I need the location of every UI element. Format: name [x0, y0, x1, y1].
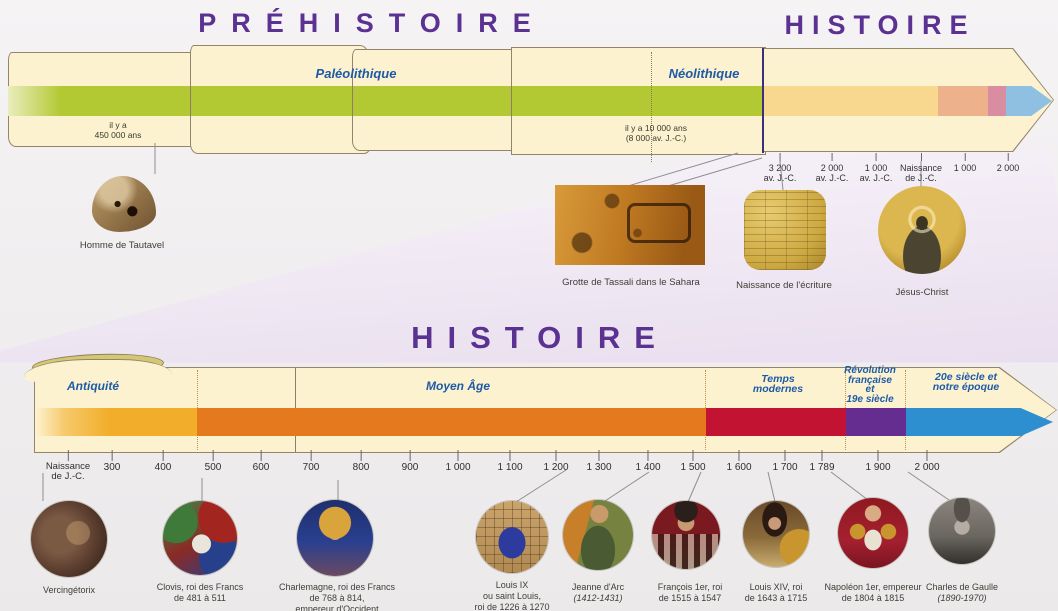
band-antiquite	[36, 408, 197, 436]
mtick-700: 700	[303, 450, 319, 473]
mtick-600: 600	[253, 450, 269, 473]
tick-mark	[920, 153, 922, 161]
mtick-1000: 1 000	[445, 450, 471, 473]
caption-charlemagne: Charlemagne, roi des Francs de 768 à 814,…	[278, 582, 396, 611]
tautavel-caption: Homme de Tautavel	[79, 240, 165, 251]
prehistoire-green-band	[8, 86, 763, 116]
mtick-1300: 1 300	[586, 450, 612, 473]
portrait-louis-ix	[476, 501, 548, 573]
caption-francois-1er: François 1er, roi de 1515 à 1547	[657, 582, 723, 603]
mini-band-antiquite	[763, 86, 938, 116]
mtick-800: 800	[353, 450, 369, 473]
histoire-boundary-line	[762, 48, 764, 153]
tick-mark	[964, 153, 966, 161]
tick-mark	[875, 153, 877, 161]
caption-jeanne-d-arc: Jeanne d'Arc (1412-1431)	[571, 582, 625, 603]
mtick-300: 300	[104, 450, 120, 473]
caption-napoleon: Napoléon 1er, empereur de 1804 à 1815	[824, 582, 922, 603]
prehistoire-title: PRÉHISTOIRE	[198, 8, 546, 38]
mtick-1700: 1 700	[772, 450, 798, 473]
ecriture-caption: Naissance de l'écriture	[736, 280, 832, 291]
mtick-1600: 1 600	[726, 450, 752, 473]
temps-modernes-label: Temps modernes	[752, 373, 804, 395]
cuneiform-tablet-image	[744, 190, 826, 270]
mtick-naissance: Naissance de J.-C.	[46, 450, 90, 482]
cave-painting-frame-mark	[627, 203, 691, 243]
portrait-louis-xiv	[743, 501, 809, 567]
caption-vercingetorix: Vercingétorix	[42, 585, 96, 595]
mtick-900: 900	[402, 450, 418, 473]
neolithique-label: Néolithique	[668, 66, 740, 81]
mtick-1100: 1 100	[497, 450, 523, 473]
tick-1000-av-jc: 1 000 av. J.-C.	[860, 153, 892, 183]
mini-band-temps-modernes	[988, 86, 1006, 116]
caption-louis-ix: Louis IX ou saint Louis, roi de 1226 à 127…	[474, 580, 550, 611]
mtick-1500: 1 500	[680, 450, 706, 473]
jesus-caption: Jésus-Christ	[895, 287, 949, 298]
tick-mark	[831, 153, 833, 161]
portrait-jeanne-d-arc	[563, 500, 633, 570]
histoire-main-title: HISTOIRE	[411, 320, 669, 355]
marker-450000-ans: il y a 450 000 ans	[94, 120, 142, 140]
tick-1000-ap-jc: 1 000	[954, 153, 976, 173]
caption-de-gaulle: Charles de Gaulle (1890-1970)	[925, 582, 999, 603]
tick-3200-av-jc: 3 200 av. J.-C.	[764, 153, 796, 183]
portrait-clovis	[163, 501, 237, 575]
jesus-christ-mosaic-image	[878, 186, 966, 274]
portrait-vercingetorix	[31, 501, 107, 577]
moyen-age-label: Moyen Âge	[425, 379, 491, 393]
portrait-charlemagne	[297, 500, 373, 576]
caption-louis-xiv: Louis XIV, roi de 1643 à 1715	[744, 582, 808, 603]
mtick-500: 500	[205, 450, 221, 473]
mtick-1900: 1 900	[865, 450, 891, 473]
revolution-19e-label: Révolution française et 19e siècle	[844, 365, 896, 405]
band-20e-siecle-arrow	[906, 408, 1053, 436]
panel-edge	[511, 86, 512, 116]
mtick-400: 400	[155, 450, 171, 473]
band-moyen-age	[197, 408, 706, 436]
panel-edge	[352, 86, 353, 116]
tautavel-skull-image	[92, 176, 156, 232]
scroll-curl	[24, 359, 172, 382]
grotte-caption: Grotte de Tassali dans le Sahara	[562, 277, 700, 288]
portrait-napoleon	[838, 498, 908, 568]
neolithic-start-dashed-line	[651, 52, 652, 162]
caption-clovis: Clovis, roi des Francs de 481 à 511	[156, 582, 244, 603]
20e-siecle-label: 20e siècle et notre époque	[932, 371, 1000, 393]
tick-2000-ap-jc: 2 000	[997, 153, 1019, 173]
tick-mark	[1007, 153, 1009, 161]
mtick-1789: 1 789	[809, 450, 835, 473]
band-temps-modernes	[706, 408, 846, 436]
tick-naissance-jc: Naissance de J.-C.	[900, 153, 942, 183]
tick-mark	[67, 450, 69, 461]
paleolithique-label: Paléolithique	[315, 66, 397, 81]
mini-band-moyen-age	[938, 86, 988, 116]
mtick-2000: 2 000	[914, 450, 940, 473]
tick-2000-av-jc: 2 000 av. J.-C.	[816, 153, 848, 183]
tick-mark	[779, 153, 781, 161]
mtick-1400: 1 400	[635, 450, 661, 473]
portrait-de-gaulle	[929, 498, 995, 564]
band-revolution-19e	[846, 408, 906, 436]
portrait-francois-1er	[652, 501, 720, 569]
cave-painting-image	[555, 185, 705, 265]
antiquite-label: Antiquité	[67, 379, 119, 393]
panel-edge	[190, 86, 191, 116]
marker-10000-ans: il y a 10 000 ans (8 000 av. J.-C.)	[625, 123, 687, 143]
histoire-top-title: HISTOIRE	[784, 10, 976, 40]
mtick-1200: 1 200	[543, 450, 569, 473]
